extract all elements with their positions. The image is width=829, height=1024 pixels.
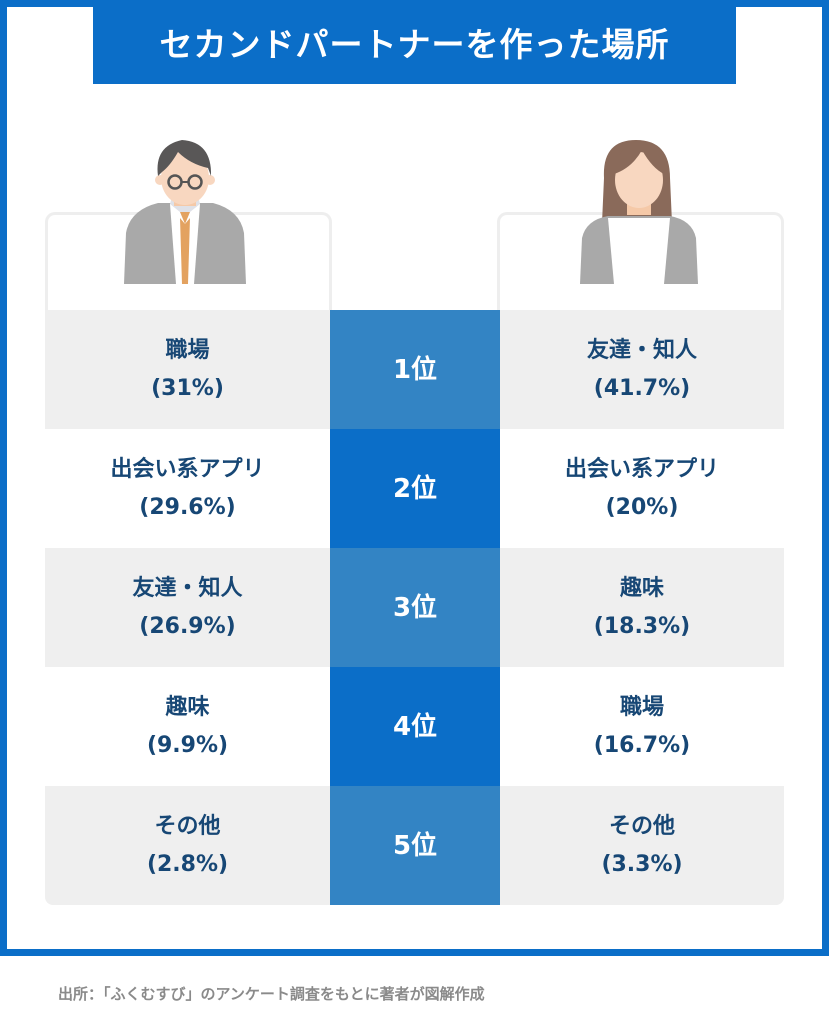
table-row: 趣味 (9.9%) 4位 職場 (16.7%)	[45, 667, 784, 786]
man-avatar-icon	[124, 140, 246, 284]
rank-cell: 5位	[330, 786, 500, 905]
place-label: 友達・知人	[132, 575, 243, 601]
rank-cell: 2位	[330, 429, 500, 548]
male-cell: その他 (2.8%)	[45, 786, 330, 905]
rank-cell: 4位	[330, 667, 500, 786]
woman-avatar-icon	[580, 140, 698, 284]
female-cell: 趣味 (18.3%)	[500, 548, 784, 667]
place-label: 職場	[619, 694, 664, 720]
table-row: その他 (2.8%) 5位 その他 (3.3%)	[45, 786, 784, 905]
male-cell: 趣味 (9.9%)	[45, 667, 330, 786]
place-label: 出会い系アプリ	[110, 456, 265, 482]
percent-label: (20%)	[605, 494, 679, 520]
place-label: その他	[608, 813, 675, 839]
male-cell: 職場 (31%)	[45, 310, 330, 429]
rank-label: 3位	[392, 592, 438, 623]
source-note: 出所：「ふくむすび」のアンケート調査をもとに著者が図解作成	[58, 985, 485, 1003]
female-cell: その他 (3.3%)	[500, 786, 784, 905]
rank-cell: 1位	[330, 310, 500, 429]
percent-label: (41.7%)	[593, 375, 691, 401]
male-cell: 友達・知人 (26.9%)	[45, 548, 330, 667]
rank-cell: 3位	[330, 548, 500, 667]
percent-label: (31%)	[151, 375, 224, 401]
place-label: 職場	[165, 337, 210, 363]
rank-label: 2位	[392, 473, 438, 504]
rank-label: 5位	[392, 830, 438, 861]
percent-label: (3.3%)	[601, 851, 683, 877]
place-label: 趣味	[619, 575, 664, 601]
page-title: セカンドパートナーを作った場所	[93, 0, 736, 84]
table-row: 友達・知人 (26.9%) 3位 趣味 (18.3%)	[45, 548, 784, 667]
place-label: 出会い系アプリ	[564, 456, 719, 482]
place-label: その他	[154, 813, 221, 839]
percent-label: (16.7%)	[593, 732, 691, 758]
percent-label: (2.8%)	[146, 851, 229, 877]
place-label: 趣味	[165, 694, 210, 720]
rank-label: 1位	[392, 354, 438, 385]
percent-label: (26.9%)	[139, 613, 236, 639]
table-row: 職場 (31%) 1位 友達・知人 (41.7%)	[45, 310, 784, 429]
table-row: 出会い系アプリ (29.6%) 2位 出会い系アプリ (20%)	[45, 429, 784, 548]
rank-label: 4位	[392, 711, 438, 742]
female-cell: 出会い系アプリ (20%)	[500, 429, 784, 548]
male-cell: 出会い系アプリ (29.6%)	[45, 429, 330, 548]
percent-label: (29.6%)	[139, 494, 236, 520]
percent-label: (18.3%)	[593, 613, 691, 639]
female-cell: 友達・知人 (41.7%)	[500, 310, 784, 429]
place-label: 友達・知人	[586, 337, 697, 363]
percent-label: (9.9%)	[146, 732, 229, 758]
female-cell: 職場 (16.7%)	[500, 667, 784, 786]
